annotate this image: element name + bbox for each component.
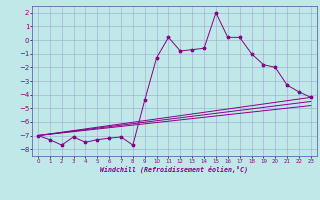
- X-axis label: Windchill (Refroidissement éolien,°C): Windchill (Refroidissement éolien,°C): [100, 166, 248, 173]
